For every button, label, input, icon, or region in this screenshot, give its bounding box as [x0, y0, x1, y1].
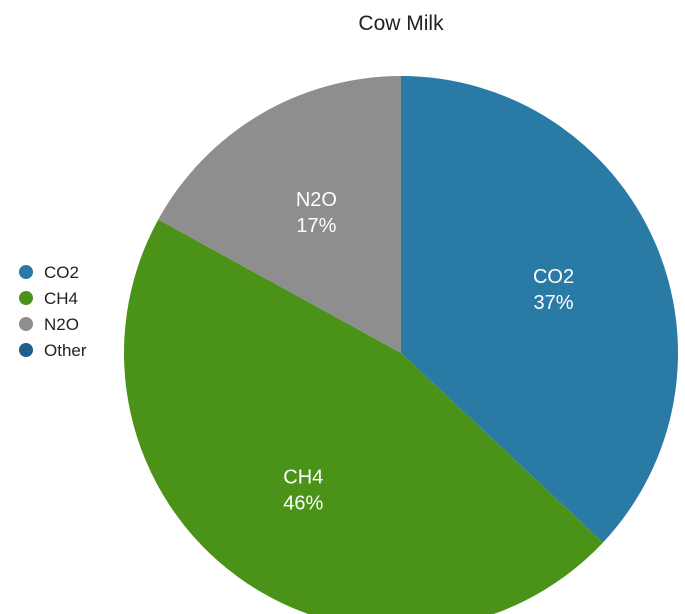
legend-label-co2: CO2	[44, 263, 79, 282]
legend: CO2 CH4 N2O Other	[19, 263, 87, 360]
legend-swatch-co2	[19, 265, 33, 279]
pie-slice-co2	[401, 76, 678, 543]
slice-label-ch4: CH4	[283, 466, 323, 488]
pie-slice-n2o	[158, 76, 401, 353]
legend-label-n2o: N2O	[44, 315, 79, 334]
slice-label-n2o: N2O	[296, 189, 337, 211]
slice-value-co2: 37%	[534, 292, 574, 314]
pie-slices	[124, 76, 678, 614]
legend-label-other: Other	[44, 341, 87, 360]
legend-swatch-ch4	[19, 291, 33, 305]
chart-title: Cow Milk	[358, 12, 444, 35]
slice-label-co2: CO2	[533, 266, 574, 288]
legend-label-ch4: CH4	[44, 289, 78, 308]
pie-slice-labels: CO2 37% CH4 46% N2O 17%	[283, 189, 574, 515]
legend-swatch-n2o	[19, 317, 33, 331]
pie-slice-ch4	[124, 219, 603, 614]
slice-value-ch4: 46%	[283, 492, 323, 514]
legend-swatch-other	[19, 343, 33, 357]
slice-value-n2o: 17%	[296, 215, 336, 237]
